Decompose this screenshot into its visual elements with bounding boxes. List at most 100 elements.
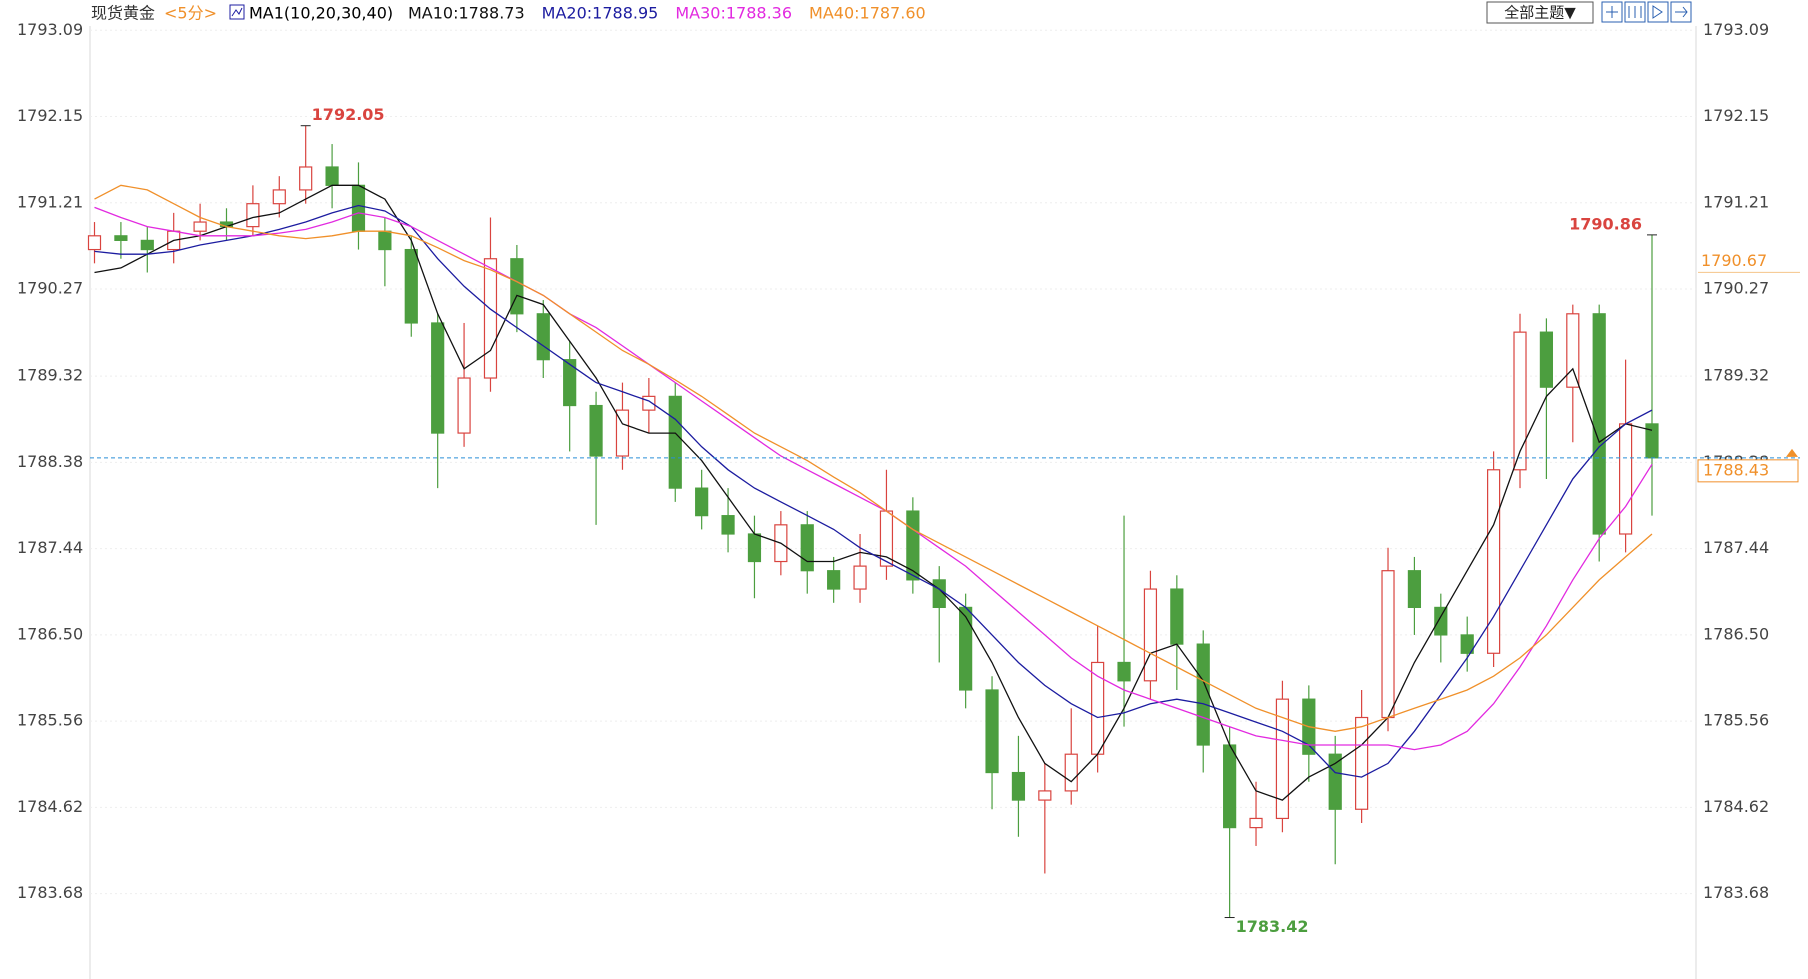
candle-body — [457, 377, 471, 434]
candle-body — [1328, 753, 1342, 810]
candle-body — [906, 510, 920, 581]
candle-body — [1275, 698, 1290, 820]
candle-body — [272, 189, 286, 205]
y2-tick-label: 1783.68 — [1703, 883, 1769, 902]
candle-body — [1038, 790, 1052, 801]
theme-button-label[interactable]: 全部主题▼ — [1504, 4, 1576, 22]
period[interactable]: <5分> — [164, 4, 217, 23]
y2-tick-label: 1784.62 — [1703, 797, 1769, 816]
y-tick-label: 1783.68 — [17, 883, 83, 902]
indicator: MA1(10,20,30,40) — [249, 4, 393, 23]
ma-line — [94, 206, 1653, 751]
candle-body — [378, 230, 392, 251]
candle-body — [1355, 716, 1369, 810]
candle-body — [615, 409, 630, 457]
candle-body — [1487, 469, 1501, 654]
candle-body — [87, 235, 102, 251]
candle-body — [1619, 423, 1633, 535]
candle-body — [1460, 634, 1474, 654]
candle-body — [140, 239, 154, 251]
y-tick-label: 1787.44 — [17, 538, 83, 557]
candle-body — [193, 221, 207, 232]
candle-body — [1223, 744, 1237, 829]
candle-body — [483, 258, 498, 379]
candle-body — [668, 395, 682, 489]
marker-price: 1790.67 — [1701, 251, 1767, 270]
y-tick-label: 1793.09 — [17, 20, 83, 39]
tool-icons — [1606, 5, 1688, 19]
candle-body — [1196, 643, 1210, 746]
extreme-label: 1790.86 — [1569, 214, 1642, 233]
extreme-label: 1792.05 — [312, 105, 385, 124]
y2-tick-label: 1789.32 — [1703, 366, 1769, 385]
candle-body — [1539, 331, 1554, 388]
candle-body — [853, 565, 867, 590]
candle-body — [1381, 570, 1395, 719]
candle-body — [695, 487, 709, 517]
legend-entry: MA20:1788.95 — [542, 4, 659, 23]
candle-body — [351, 184, 366, 232]
candle-body — [1064, 753, 1078, 792]
candle-body — [1407, 570, 1422, 609]
y-tick-label: 1788.38 — [17, 452, 83, 471]
candle-body — [959, 606, 973, 691]
candle-body — [1143, 588, 1158, 682]
ma-line — [94, 184, 1653, 732]
y2-tick-label: 1787.44 — [1703, 538, 1769, 557]
legend-entry: MA40:1787.60 — [809, 4, 926, 23]
theme-button[interactable]: 全部主题▼ — [1486, 1, 1594, 24]
candle-body — [879, 510, 894, 567]
tool-buttons — [1601, 1, 1692, 23]
tool-button[interactable] — [1647, 1, 1669, 23]
y-tick-label: 1784.62 — [17, 797, 83, 816]
candle-body — [1011, 771, 1026, 801]
candle-body — [1592, 313, 1606, 535]
candle-body — [1513, 331, 1527, 471]
y-tick-label: 1792.15 — [17, 106, 83, 125]
y-tick-label: 1791.21 — [17, 192, 83, 211]
y2-tick-label: 1792.15 — [1703, 106, 1769, 125]
candle-body — [404, 248, 418, 324]
legend-entry: MA10:1788.73 — [408, 4, 525, 23]
candle-body — [1434, 606, 1448, 636]
theme-button-box[interactable] — [1486, 1, 1594, 24]
y-tick-label: 1789.32 — [17, 366, 83, 385]
candle-body — [510, 258, 524, 315]
candle-body — [747, 533, 762, 563]
indicator-icon-line — [231, 7, 243, 17]
candle-body — [563, 359, 577, 407]
price-arrow — [1786, 448, 1798, 457]
candle-body — [431, 322, 445, 434]
y2-tick-label: 1786.50 — [1703, 624, 1769, 643]
candle-body — [1170, 588, 1184, 645]
candle-body — [827, 570, 841, 590]
y2-tick-label: 1791.21 — [1703, 192, 1769, 211]
y-tick-label: 1785.56 — [17, 711, 83, 730]
indicator-icon[interactable] — [229, 4, 245, 20]
candle-body — [246, 203, 260, 228]
y2-tick-label: 1785.56 — [1703, 711, 1769, 730]
candle-body — [299, 166, 313, 191]
y2-tick-label: 1790.27 — [1703, 279, 1769, 298]
legend-entry: MA30:1788.36 — [675, 4, 792, 23]
y-tick-label: 1790.27 — [17, 279, 83, 298]
candle-body — [536, 313, 550, 361]
candle-body — [1117, 661, 1131, 682]
y2-tick-label: 1793.09 — [1703, 20, 1769, 39]
ma-line — [94, 204, 1653, 778]
candle-body — [589, 404, 603, 457]
candle-body — [721, 515, 735, 535]
candle-body — [985, 689, 999, 774]
candle-body — [800, 524, 814, 572]
price-tag-box — [1697, 459, 1799, 483]
extreme-label: 1783.42 — [1236, 917, 1309, 936]
price-tag: 1788.43 — [1703, 460, 1769, 479]
candle-body — [1249, 817, 1263, 829]
candle-body — [1566, 313, 1580, 388]
candle-body — [114, 235, 128, 241]
candle-body — [325, 166, 339, 186]
y-tick-label: 1786.50 — [17, 624, 83, 643]
